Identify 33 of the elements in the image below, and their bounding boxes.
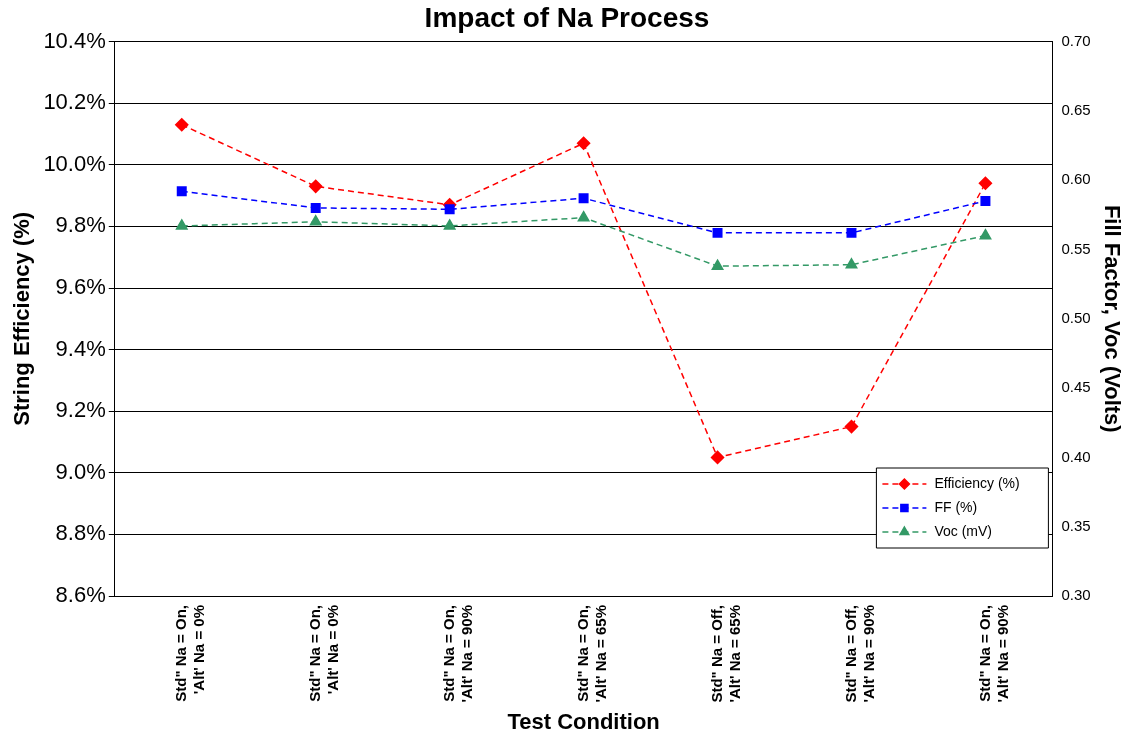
y-tick-label: 10.4% <box>43 27 106 53</box>
y2-tick-label: 0.55 <box>1061 239 1091 257</box>
y2-axis-title: Fill Factor, Voc (Volts) <box>1099 204 1125 433</box>
x-tick-label: Std" Na = Off, 'Alt' Na = 90% <box>841 605 877 703</box>
x-tick-label: Std" Na = On, 'Alt' Na = 90% <box>439 605 475 703</box>
y-tick-label: 9.2% <box>55 397 106 423</box>
y2-tick-label: 0.65 <box>1061 101 1091 119</box>
y-tick-label: 10.2% <box>43 89 106 115</box>
x-axis-title: Test Condition <box>507 708 660 734</box>
y2-tick-label: 0.60 <box>1061 170 1091 188</box>
y2-tick-label: 0.45 <box>1061 378 1091 396</box>
y2-tick-label: 0.35 <box>1061 516 1091 534</box>
y2-tick-label: 0.50 <box>1061 308 1091 326</box>
legend-label: Voc (mV) <box>934 522 992 539</box>
y-tick-label: 10.0% <box>43 150 106 176</box>
y2-tick-label: 0.40 <box>1061 447 1091 465</box>
y-tick-label: 9.0% <box>55 458 106 484</box>
x-tick-label: Std" Na = On, 'Alt' Na = 90% <box>975 605 1011 703</box>
legend-label: FF (%) <box>934 498 978 515</box>
y2-tick-label: 0.30 <box>1061 586 1091 604</box>
y-tick-label: 9.8% <box>55 212 106 238</box>
y-tick-label: 9.4% <box>55 335 106 361</box>
x-tick-label: Std" Na = Off, 'Alt' Na = 65% <box>707 605 743 703</box>
y-axis-title: String Efficiency (%) <box>9 211 35 426</box>
x-tick-label: Std" Na = On, 'Alt' Na = 0% <box>305 605 341 702</box>
x-tick-label: Std" Na = On, 'Alt' Na = 0% <box>171 605 207 702</box>
y-tick-label: 9.6% <box>55 274 106 300</box>
x-tick-label: Std" Na = On, 'Alt' Na = 65% <box>573 605 609 703</box>
chart-title: Impact of Na Process <box>424 1 710 33</box>
legend-label: Efficiency (%) <box>934 474 1020 491</box>
y-tick-label: 8.6% <box>55 582 106 608</box>
y2-tick-label: 0.70 <box>1061 31 1091 49</box>
y-tick-label: 8.8% <box>55 520 106 546</box>
